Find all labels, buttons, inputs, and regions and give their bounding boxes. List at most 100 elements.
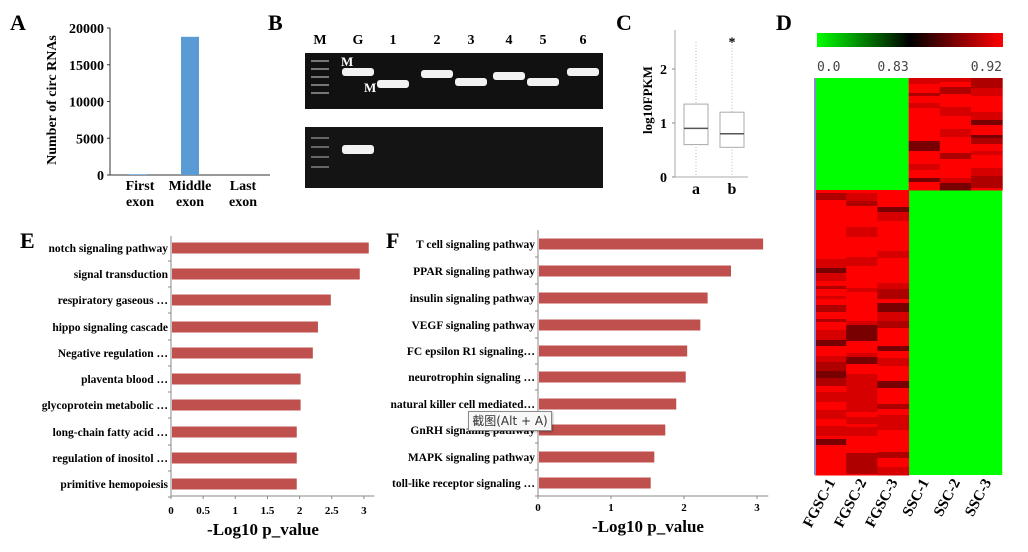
heatmap-cell	[846, 474, 878, 476]
heatmap-cell	[877, 338, 910, 347]
x-tick-label: 3	[754, 502, 760, 514]
heatmap-cell	[815, 465, 847, 471]
heatmap-cell	[877, 258, 910, 265]
heatmap-cell	[815, 215, 847, 221]
heatmap-cell	[815, 346, 847, 357]
heatmap-cell	[815, 273, 847, 282]
heatmap-cell	[877, 461, 910, 468]
x-tick-label: Last	[230, 179, 257, 194]
heatmap-cell	[846, 369, 878, 375]
heatmap-cell	[877, 328, 910, 332]
heatmap-cell	[877, 388, 910, 392]
category-label: natural killer cell mediated…	[391, 399, 535, 411]
x-axis-label: -Log10 p_value	[207, 520, 319, 539]
ladder-band	[311, 60, 329, 62]
heatmap-cell	[815, 439, 847, 446]
heatmap-cell	[877, 221, 910, 229]
heatmap-cell	[877, 207, 910, 213]
heatmap-cell	[939, 178, 972, 184]
panel-label-e: E	[20, 228, 35, 253]
heatmap-cell	[877, 312, 910, 322]
heatmap-cell	[846, 292, 878, 302]
lane-label: 3	[468, 33, 475, 48]
heatmap-cell	[939, 120, 972, 127]
heatmap-cell	[877, 299, 910, 304]
lane-label: G	[353, 33, 364, 48]
heatmap-cell	[815, 259, 847, 263]
heatmap-cell	[815, 319, 847, 323]
ladder-band	[311, 166, 329, 168]
x-tick-label: 1	[233, 505, 239, 517]
heatmap-cell	[815, 330, 847, 341]
heatmap-cell	[939, 87, 972, 91]
bar	[172, 242, 369, 254]
bar-middle-exon	[181, 36, 199, 175]
category-label: neurotrophin signaling …	[408, 372, 535, 384]
heatmap-cell	[939, 100, 972, 108]
heatmap-cell	[877, 280, 910, 284]
heatmap-cell	[846, 393, 878, 399]
heatmap-cell	[846, 193, 878, 198]
heatmap-cell	[877, 321, 910, 329]
heatmap-cell	[971, 88, 1003, 97]
heatmap-cell	[815, 305, 847, 313]
heatmap-cell	[971, 96, 1003, 104]
heatmap-cell	[971, 144, 1003, 152]
lane-label: 5	[540, 33, 547, 48]
heatmap-cell	[971, 112, 1003, 121]
heatmap-cell	[846, 353, 878, 358]
heatmap-cell	[971, 120, 1003, 126]
heatmap-cell	[846, 424, 878, 428]
heatmap-cell	[877, 303, 910, 313]
heatmap-cell	[877, 366, 910, 370]
y-tick-label: 2	[660, 63, 667, 78]
gel-band	[377, 80, 409, 88]
heatmap-cell	[877, 200, 910, 205]
bar	[172, 373, 301, 385]
heatmap-cell	[846, 201, 878, 207]
heatmap-cell	[815, 419, 847, 427]
bar	[539, 371, 686, 383]
heatmap-cell	[908, 141, 941, 152]
category-label: regulation of inositol …	[52, 453, 168, 465]
box-b	[719, 111, 745, 148]
column-label: SSC-1	[900, 476, 933, 519]
heatmap-cell	[971, 138, 1003, 145]
bar	[539, 238, 764, 250]
heatmap-cell	[815, 299, 847, 306]
category-label: PPAR signaling pathway	[413, 266, 535, 278]
heatmap-cell	[877, 283, 910, 290]
heatmap-cell	[877, 331, 910, 339]
heatmap-cell	[846, 257, 878, 261]
heatmap-cell	[971, 151, 1003, 156]
heatmap-cell	[846, 402, 878, 413]
bar	[539, 319, 701, 331]
bar	[172, 268, 360, 280]
bar	[172, 321, 318, 333]
heatmap-cell	[908, 103, 941, 109]
heatmap-cell	[846, 364, 878, 370]
gel-band	[567, 68, 599, 76]
gel-band	[421, 70, 453, 78]
heatmap-cell	[971, 108, 1003, 113]
category-label: hippo signaling cascade	[52, 322, 168, 334]
bar	[539, 265, 731, 277]
heatmap-cell	[815, 378, 847, 387]
heatmap-cell	[877, 415, 910, 426]
gel-bottom	[305, 127, 603, 188]
heatmap-cell	[908, 151, 941, 155]
heatmap-cell	[815, 340, 847, 347]
heatmap-cell	[908, 154, 941, 165]
category-label: MAPK signaling pathway	[408, 452, 535, 464]
category-label: plaventa blood …	[81, 374, 168, 386]
column-label: SSC-2	[931, 476, 964, 519]
heatmap-cell	[815, 312, 847, 320]
heatmap-cell	[846, 206, 878, 214]
heatmap-cell	[815, 436, 847, 440]
heatmap-cell	[815, 223, 847, 228]
significance-marker: *	[729, 36, 736, 51]
column-label: SSC-3	[962, 476, 995, 519]
heatmap-cell	[815, 286, 847, 290]
heatmap-cell	[877, 398, 910, 402]
